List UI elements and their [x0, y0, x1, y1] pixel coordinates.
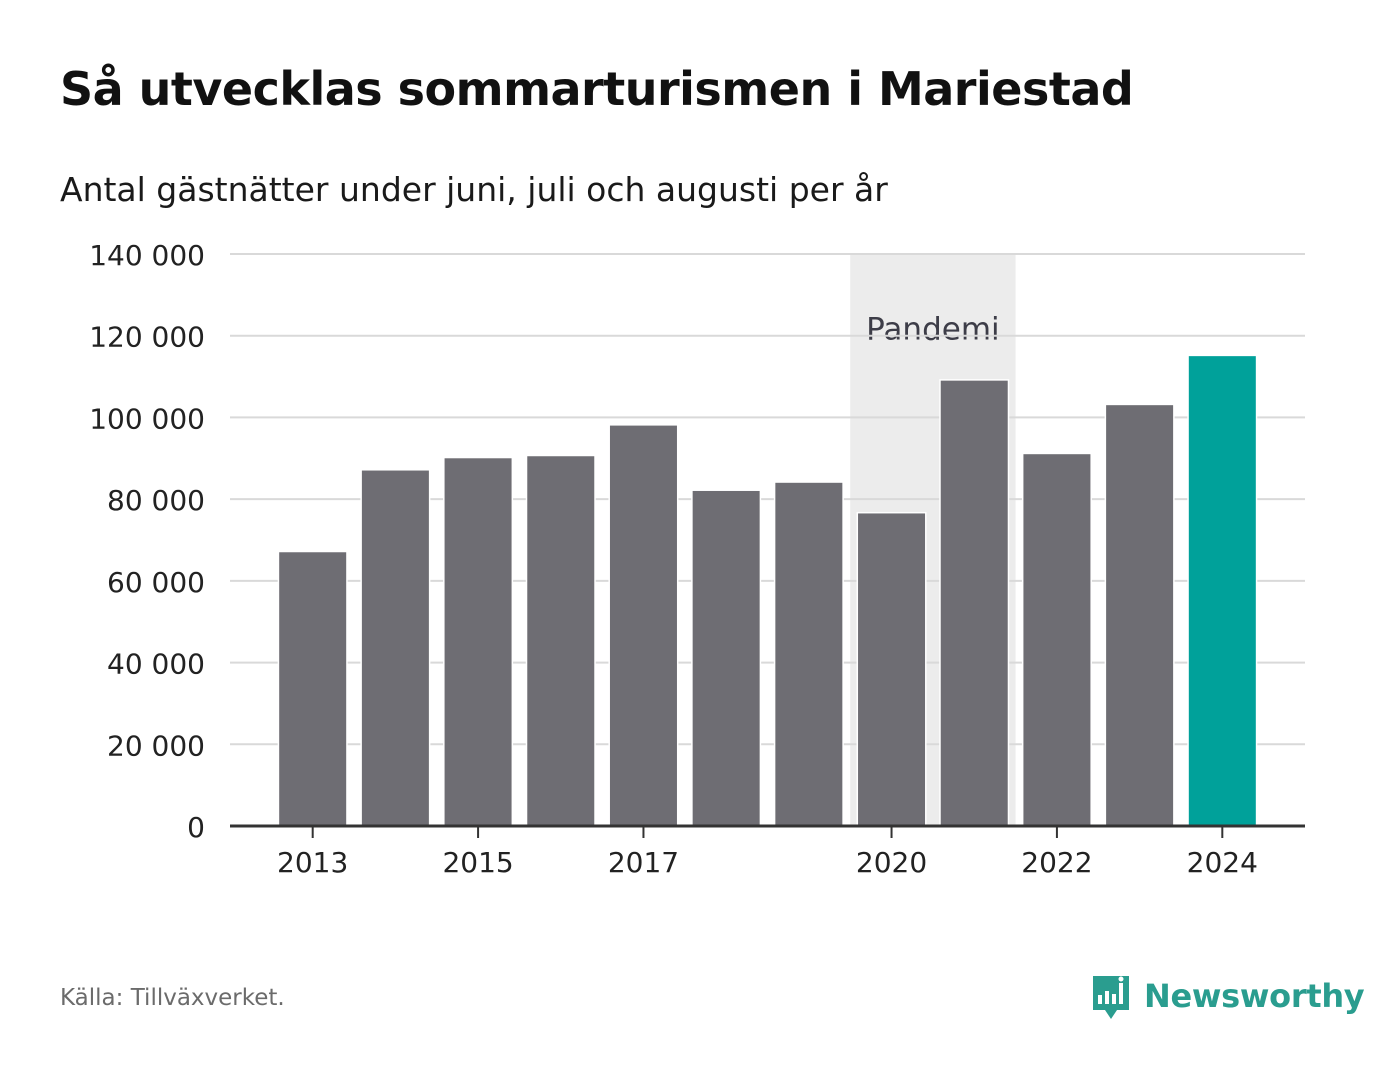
bar-2020: [856, 511, 927, 828]
bar-2017: [608, 424, 679, 828]
y-tick-label: 100 000: [89, 402, 205, 435]
x-tick-label: 2013: [277, 846, 348, 879]
chart-subtitle: Antal gästnätter under juni, juli och au…: [60, 170, 888, 209]
pandemi-label: Pandemi: [866, 312, 1000, 348]
y-tick-label: 140 000: [89, 239, 205, 272]
y-tick-label: 80 000: [107, 484, 205, 517]
y-axis-labels: 0 20 000 40 000 60 000 80 000 100 000 120 000 1…: [89, 239, 205, 844]
logo-text: Newsworthy: [1144, 977, 1365, 1015]
bar-2023: [1104, 403, 1175, 828]
bar-2014: [360, 469, 431, 828]
x-axis: 2013 2015 2017 2020 2022 2024: [230, 824, 1305, 879]
bar-2013: [277, 550, 348, 828]
bar-2024: [1187, 354, 1258, 828]
x-tick-label: 2015: [442, 846, 513, 879]
bar-chart: Pandemi 0 20 000 40 000 60 000 80 000 100 000…: [89, 239, 1305, 879]
x-tick-label: 2020: [856, 846, 927, 879]
bar-2018: [691, 489, 762, 828]
bar-2015: [443, 456, 514, 828]
source-note: Källa: Tillväxverket.: [60, 985, 285, 1011]
bar-2022: [1021, 452, 1092, 828]
x-tick-label: 2017: [608, 846, 679, 879]
y-tick-label: 0: [187, 811, 205, 844]
bar-2021: [939, 379, 1010, 828]
x-tick-label: 2024: [1187, 846, 1258, 879]
x-tick-label: 2022: [1021, 846, 1092, 879]
newsworthy-logo: Newsworthy: [1090, 968, 1365, 1024]
bar-2016: [525, 454, 596, 828]
y-tick-label: 120 000: [89, 321, 205, 354]
newsworthy-chart-bubble-icon: [1093, 976, 1129, 1019]
bar-2019: [773, 481, 844, 828]
y-tick-label: 60 000: [107, 566, 205, 599]
y-tick-label: 40 000: [107, 648, 205, 681]
chart-title: Så utvecklas sommarturismen i Mariestad: [60, 62, 1134, 116]
y-tick-label: 20 000: [107, 729, 205, 762]
bars: [277, 354, 1258, 828]
